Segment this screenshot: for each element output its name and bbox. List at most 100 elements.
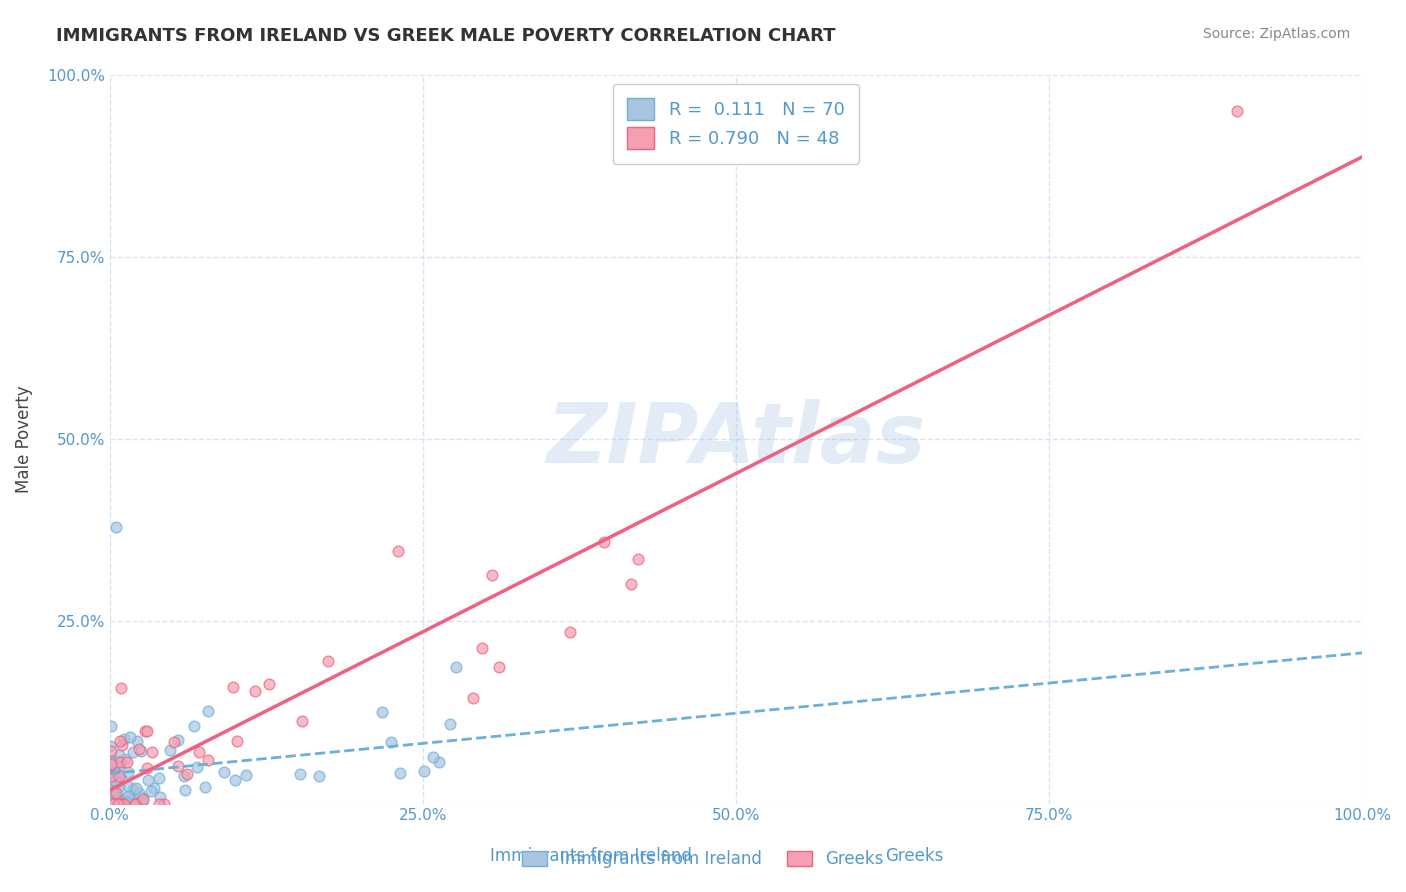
Text: Source: ZipAtlas.com: Source: ZipAtlas.com (1202, 27, 1350, 41)
Point (149, 789, 172, 804)
Point (103, 760, 125, 774)
Point (125, 780, 148, 795)
Point (100, 793, 122, 807)
Point (108, 755, 131, 769)
Point (122, 790, 145, 805)
Point (387, 544, 409, 558)
Point (125, 734, 148, 748)
Point (243, 684, 266, 698)
Point (488, 659, 510, 673)
Point (100, 785, 122, 799)
Point (98, 739, 121, 753)
Legend: R =  0.111   N = 70, R = 0.790   N = 48: R = 0.111 N = 70, R = 0.790 N = 48 (613, 84, 859, 164)
Point (132, 791, 155, 805)
Point (108, 748, 131, 763)
Point (152, 797, 174, 811)
Point (620, 576, 643, 591)
Point (197, 704, 219, 718)
Point (212, 765, 235, 780)
Point (114, 752, 136, 766)
Point (194, 780, 217, 795)
Point (103, 797, 125, 811)
Point (111, 797, 134, 811)
Point (108, 769, 131, 783)
Point (481, 568, 503, 582)
Point (121, 794, 143, 808)
Point (103, 758, 125, 772)
Point (389, 765, 412, 780)
Point (101, 756, 124, 770)
Text: IMMIGRANTS FROM IRELAND VS GREEK MALE POVERTY CORRELATION CHART: IMMIGRANTS FROM IRELAND VS GREEK MALE PO… (56, 27, 835, 45)
Point (104, 794, 127, 808)
Point (124, 797, 146, 811)
Point (167, 732, 190, 747)
Point (224, 772, 246, 787)
Point (112, 793, 135, 807)
Point (124, 797, 146, 811)
Point (316, 654, 339, 668)
Legend: Immigrants from Ireland, Greeks: Immigrants from Ireland, Greeks (516, 844, 890, 875)
Point (308, 769, 330, 783)
Point (122, 793, 145, 807)
Point (257, 677, 280, 691)
Point (148, 771, 170, 785)
Point (139, 784, 162, 798)
Point (143, 780, 166, 795)
Point (128, 786, 150, 800)
Point (107, 754, 129, 768)
Point (134, 723, 156, 738)
Point (100, 769, 122, 783)
Point (370, 705, 392, 719)
Point (136, 723, 159, 738)
Point (141, 745, 163, 759)
Point (104, 785, 127, 799)
Point (471, 640, 494, 655)
Point (108, 780, 131, 795)
Point (422, 750, 444, 764)
Point (107, 797, 129, 811)
Point (117, 765, 139, 780)
Point (100, 744, 122, 758)
Point (626, 552, 648, 566)
Point (593, 535, 616, 549)
Point (110, 772, 132, 786)
Point (166, 759, 188, 773)
Point (104, 773, 127, 788)
Y-axis label: Male Poverty: Male Poverty (15, 385, 32, 493)
Point (105, 519, 128, 533)
Point (111, 738, 134, 752)
Point (129, 744, 152, 758)
Point (105, 766, 128, 780)
Point (136, 761, 159, 775)
Point (112, 731, 135, 746)
Point (108, 734, 131, 748)
Point (100, 757, 122, 772)
Point (174, 783, 197, 797)
Point (107, 777, 129, 791)
Point (380, 735, 402, 749)
Point (115, 755, 138, 769)
Point (104, 785, 127, 799)
Point (117, 789, 139, 803)
Point (121, 745, 143, 759)
Point (136, 773, 159, 788)
Point (288, 767, 311, 781)
Point (222, 680, 245, 694)
Point (104, 774, 127, 789)
Point (183, 719, 205, 733)
Point (129, 790, 152, 805)
Point (291, 714, 314, 728)
Point (108, 797, 131, 811)
Point (114, 795, 136, 809)
Point (100, 754, 122, 768)
Point (112, 797, 135, 811)
Point (100, 719, 122, 733)
Point (444, 660, 467, 674)
Point (117, 779, 139, 793)
Point (110, 681, 132, 695)
Point (103, 760, 125, 774)
Point (427, 755, 450, 769)
Point (412, 764, 434, 778)
Point (108, 757, 131, 772)
Text: Immigrants from Ireland: Immigrants from Ireland (489, 847, 692, 865)
